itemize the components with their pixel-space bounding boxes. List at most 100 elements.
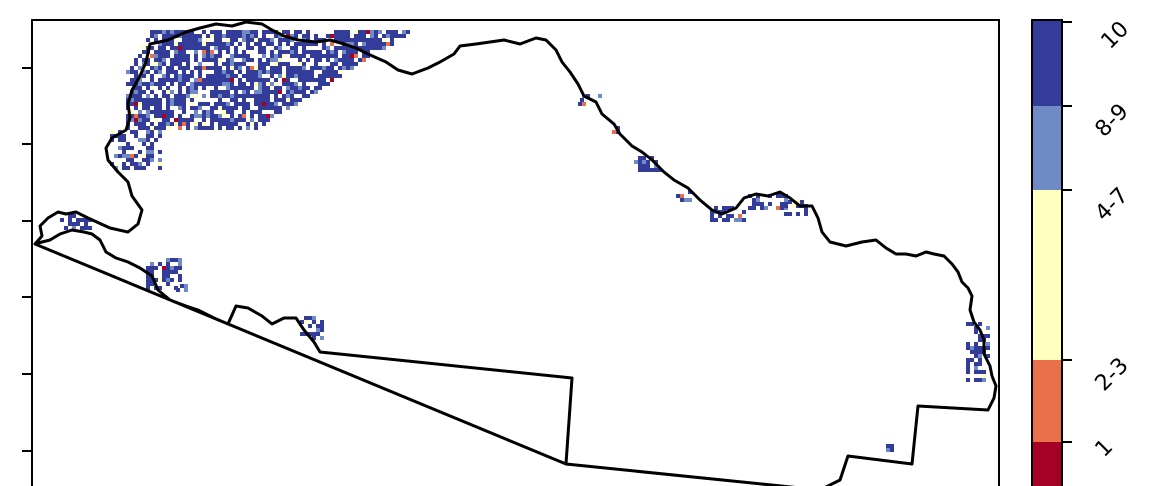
raster-cell xyxy=(202,30,206,34)
raster-cell xyxy=(242,58,246,62)
raster-cell xyxy=(254,78,258,82)
raster-cell xyxy=(258,58,262,62)
raster-cell xyxy=(978,334,982,338)
raster-cell xyxy=(316,328,320,332)
raster-cell xyxy=(270,106,274,110)
raster-cell xyxy=(166,274,170,278)
raster-cell xyxy=(274,82,278,86)
raster-cell xyxy=(274,78,278,82)
raster-cell xyxy=(270,42,274,46)
raster-cell xyxy=(226,50,230,54)
raster-cell xyxy=(218,126,222,130)
raster-cell xyxy=(258,110,262,114)
raster-cell xyxy=(286,70,290,74)
raster-cell xyxy=(150,266,154,270)
raster-cell xyxy=(342,54,346,58)
raster-cell xyxy=(166,106,170,110)
raster-cell xyxy=(210,58,214,62)
raster-cell xyxy=(150,134,154,138)
raster-cell xyxy=(214,102,218,106)
raster-cell xyxy=(214,38,218,42)
raster-cell xyxy=(266,30,270,34)
raster-cell xyxy=(250,110,254,114)
raster-cell xyxy=(350,50,354,54)
raster-cell xyxy=(162,46,166,50)
raster-cell xyxy=(158,46,162,50)
raster-cell xyxy=(174,70,178,74)
raster-cell xyxy=(796,200,800,204)
raster-cell xyxy=(234,54,238,58)
raster-cell xyxy=(258,42,262,46)
raster-cell xyxy=(278,90,282,94)
raster-cell xyxy=(290,50,294,54)
raster-cell xyxy=(122,138,126,142)
raster-cell xyxy=(258,82,262,86)
raster-cell xyxy=(362,46,366,50)
raster-cell xyxy=(306,34,310,38)
raster-cell xyxy=(306,78,310,82)
raster-cell xyxy=(202,114,206,118)
raster-cell xyxy=(76,218,80,222)
raster-cell xyxy=(274,86,278,90)
raster-cell xyxy=(306,86,310,90)
raster-cell xyxy=(166,126,170,130)
raster-cell xyxy=(346,38,350,42)
raster-cell xyxy=(218,42,222,46)
raster-cell xyxy=(302,34,306,38)
raster-cell xyxy=(80,226,84,230)
raster-cell xyxy=(162,118,166,122)
raster-cell xyxy=(166,70,170,74)
legend-frame xyxy=(1031,19,1063,486)
raster-cell xyxy=(118,138,122,142)
raster-cell xyxy=(202,50,206,54)
raster-cell xyxy=(170,70,174,74)
raster-cell xyxy=(230,34,234,38)
raster-cell xyxy=(126,94,130,98)
raster-cell xyxy=(166,278,170,282)
raster-cell xyxy=(278,42,282,46)
raster-cell xyxy=(134,98,138,102)
raster-cell xyxy=(222,78,226,82)
raster-cell xyxy=(334,62,338,66)
raster-cell xyxy=(72,222,76,226)
raster-cell xyxy=(182,74,186,78)
raster-cell xyxy=(206,66,210,70)
raster-cell xyxy=(122,162,126,166)
raster-cell xyxy=(234,46,238,50)
raster-cell xyxy=(966,322,970,326)
raster-cell xyxy=(304,316,308,320)
raster-cell xyxy=(966,358,970,362)
raster-cell xyxy=(166,258,170,262)
raster-cell xyxy=(374,30,378,34)
raster-cell xyxy=(146,114,150,118)
raster-cell xyxy=(314,42,318,46)
raster-cell xyxy=(138,66,142,70)
raster-cell xyxy=(150,154,154,158)
raster-cell xyxy=(214,34,218,38)
raster-cell xyxy=(286,62,290,66)
raster-cell xyxy=(162,110,166,114)
raster-cell xyxy=(278,62,282,66)
raster-cell xyxy=(254,82,258,86)
raster-cell xyxy=(170,98,174,102)
raster-cell xyxy=(350,38,354,42)
raster-cell xyxy=(266,78,270,82)
raster-cell xyxy=(322,78,326,82)
raster-cell xyxy=(346,54,350,58)
raster-cell xyxy=(346,30,350,34)
raster-cell xyxy=(190,42,194,46)
raster-cell xyxy=(714,218,718,222)
raster-cell xyxy=(206,126,210,130)
raster-cell xyxy=(170,102,174,106)
raster-cell xyxy=(270,90,274,94)
raster-cell xyxy=(166,86,170,90)
raster-cell xyxy=(186,62,190,66)
raster-cell xyxy=(226,126,230,130)
raster-cell xyxy=(184,288,188,292)
raster-cell xyxy=(406,30,410,34)
raster-cell xyxy=(290,34,294,38)
raster-cell xyxy=(986,346,990,350)
raster-cell xyxy=(974,346,978,350)
raster-cell xyxy=(238,86,242,90)
raster-cell xyxy=(134,166,138,170)
